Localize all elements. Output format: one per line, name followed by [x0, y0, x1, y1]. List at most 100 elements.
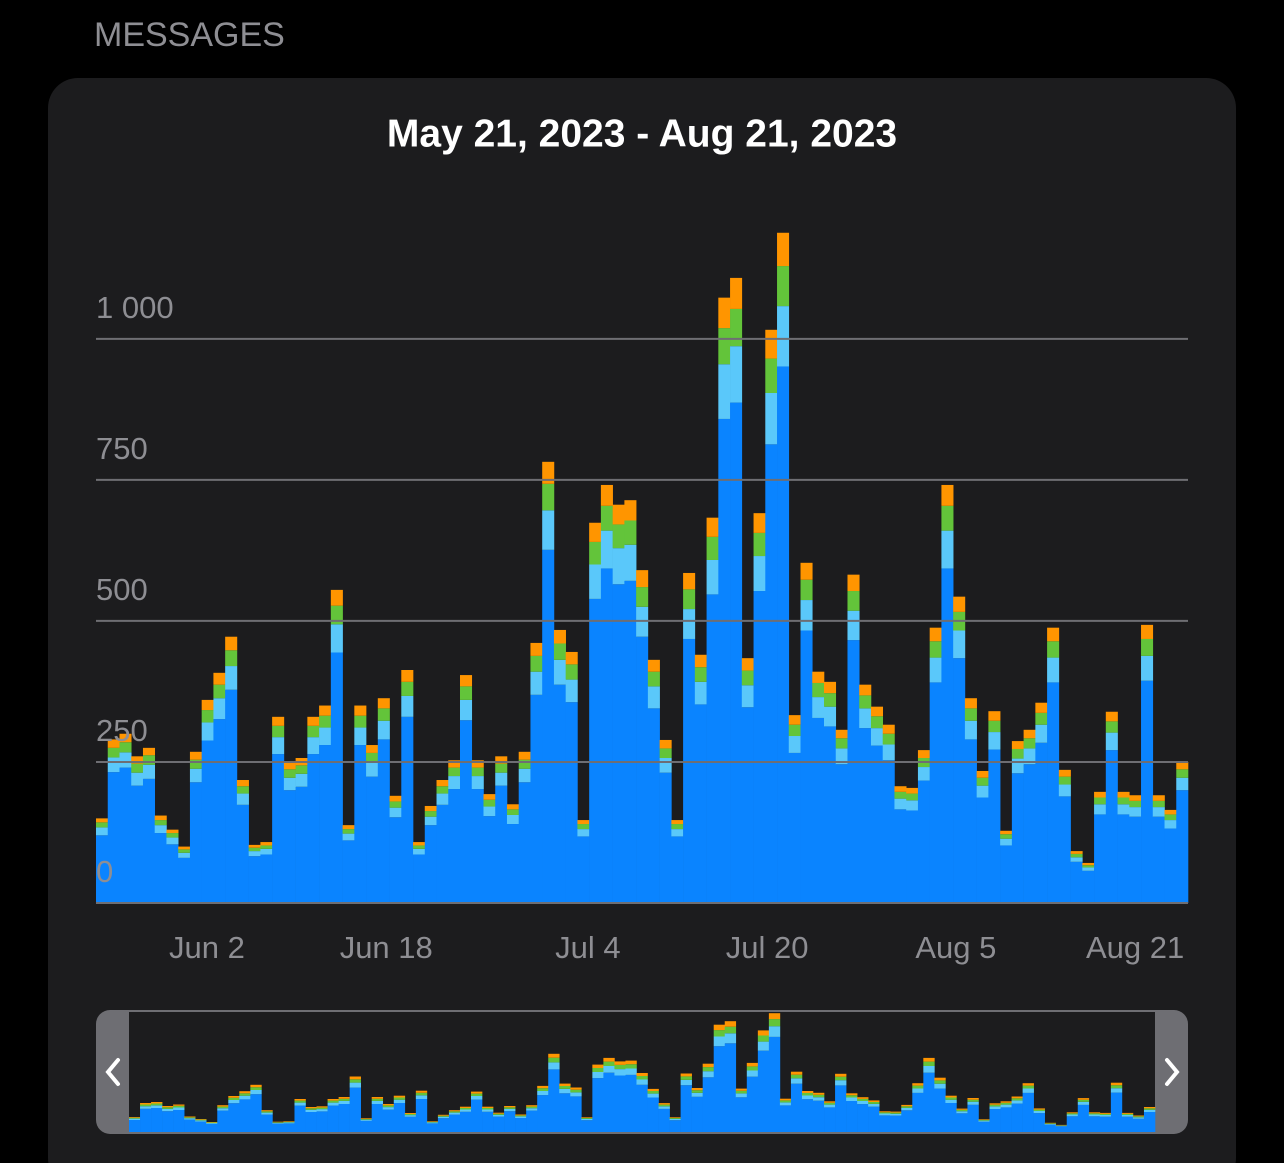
bar-segment [319, 715, 332, 728]
bar-segment [189, 768, 202, 783]
mini-bar-segment [570, 1089, 582, 1093]
bar-segment [248, 851, 261, 857]
bar-segment [131, 756, 144, 764]
mini-bar-segment [1011, 1096, 1023, 1099]
bar-segment [1047, 627, 1060, 642]
mini-bar-segment [140, 1108, 152, 1132]
mini-bar-segment [790, 1074, 803, 1079]
mini-bar-segment [835, 1080, 847, 1086]
mini-bar-segment [824, 1102, 836, 1105]
bar-segment [436, 786, 449, 794]
bar-segment [272, 716, 285, 726]
mini-bar-segment [1110, 1088, 1123, 1093]
mini-bar-segment [471, 1099, 483, 1132]
mini-bar-segment [360, 1118, 373, 1119]
bar-segment [530, 642, 543, 656]
mini-bar-segment [989, 1106, 1001, 1109]
bar-segment [1176, 777, 1189, 791]
bar-segment [1070, 861, 1083, 903]
mini-bar-segment [978, 1119, 990, 1120]
mini-bar-segment [349, 1087, 361, 1132]
bar-segment [1164, 814, 1177, 821]
mini-bar-segment [768, 1036, 781, 1132]
bar-segment [283, 790, 296, 903]
mini-bar-segment [592, 1064, 604, 1068]
bar-segment [589, 522, 602, 542]
mini-bar-segment [691, 1096, 703, 1132]
mini-bar-segment [669, 1120, 681, 1132]
bar-segment [154, 820, 167, 826]
bar-segment [1023, 764, 1036, 903]
right-handle[interactable] [1165, 1058, 1180, 1086]
bar-segment [870, 706, 884, 717]
bar-segment [882, 724, 895, 734]
mini-bar-segment [493, 1113, 505, 1115]
mini-bar-segment [316, 1109, 328, 1112]
mini-bar-segment [978, 1120, 990, 1122]
bar-segment [882, 733, 895, 745]
mini-bar-segment [305, 1108, 317, 1110]
mini-bar-segment [1132, 1117, 1145, 1119]
mini-bar-segment [327, 1105, 339, 1132]
mini-bar-segment [261, 1114, 273, 1132]
bar-segment [659, 772, 672, 903]
mini-bar-segment [680, 1079, 692, 1086]
section-header: MESSAGES [94, 16, 285, 54]
mini-bar-segment [404, 1114, 417, 1116]
bar-segment [1035, 702, 1048, 713]
bar-segment [1129, 807, 1142, 817]
bar-segment [765, 444, 778, 903]
bar-segment [1023, 729, 1036, 739]
mini-bar-segment [338, 1100, 350, 1104]
mini-bar-segment [1077, 1101, 1090, 1105]
left-handle[interactable] [105, 1058, 120, 1086]
bar-segment [988, 749, 1001, 903]
mini-bar-segment [272, 1122, 284, 1124]
bar-segment [506, 814, 520, 825]
bar-segment [741, 658, 754, 671]
bar-segment [1164, 809, 1177, 815]
mini-bar-segment [901, 1106, 913, 1108]
bar-segment [824, 726, 837, 903]
bar-segment [1176, 769, 1189, 778]
bar-segment [542, 549, 555, 903]
bar-segment [1094, 814, 1107, 903]
bar-segment [777, 266, 790, 307]
mini-bar-segment [173, 1104, 185, 1106]
mini-bar-segment [1121, 1116, 1134, 1132]
mini-bar-segment [294, 1105, 306, 1132]
mini-bar-segment [746, 1066, 759, 1071]
mini-bar-segment [923, 1061, 935, 1066]
bar-segment [870, 745, 884, 903]
mini-bar-segment [162, 1108, 174, 1112]
mini-bar-segment [846, 1097, 858, 1101]
mini-bar-segment [603, 1066, 615, 1073]
mini-bar-segment [779, 1100, 792, 1103]
mini-bar-segment [504, 1111, 516, 1132]
bar-segment [964, 739, 977, 903]
mini-bar-segment [1132, 1115, 1145, 1117]
mini-bar-segment [647, 1091, 659, 1094]
mini-bar-segment [901, 1110, 913, 1132]
mini-bar-segment [184, 1117, 196, 1119]
mini-bar-segment [360, 1120, 373, 1132]
mini-bar-segment [184, 1116, 196, 1118]
bar-segment [741, 685, 754, 708]
bar-segment [366, 762, 379, 777]
mini-bar-segment [1011, 1100, 1023, 1104]
mini-bar-segment [846, 1095, 858, 1098]
mini-bar-segment [471, 1096, 483, 1100]
bar-segment [260, 848, 273, 855]
mini-bar-segment [768, 1026, 781, 1037]
mini-bar-segment [879, 1112, 891, 1114]
bar-segment [260, 842, 273, 846]
mini-bar-segment [349, 1079, 361, 1083]
mini-bar-segment [1011, 1098, 1023, 1101]
bar-segment [495, 763, 508, 773]
mini-bar-segment [846, 1101, 858, 1132]
mini-bar-segment [614, 1064, 626, 1070]
mini-bar-segment [206, 1122, 218, 1124]
bar-segment [330, 605, 343, 625]
bar-segment [647, 686, 660, 709]
mini-bar-segment [945, 1099, 957, 1103]
